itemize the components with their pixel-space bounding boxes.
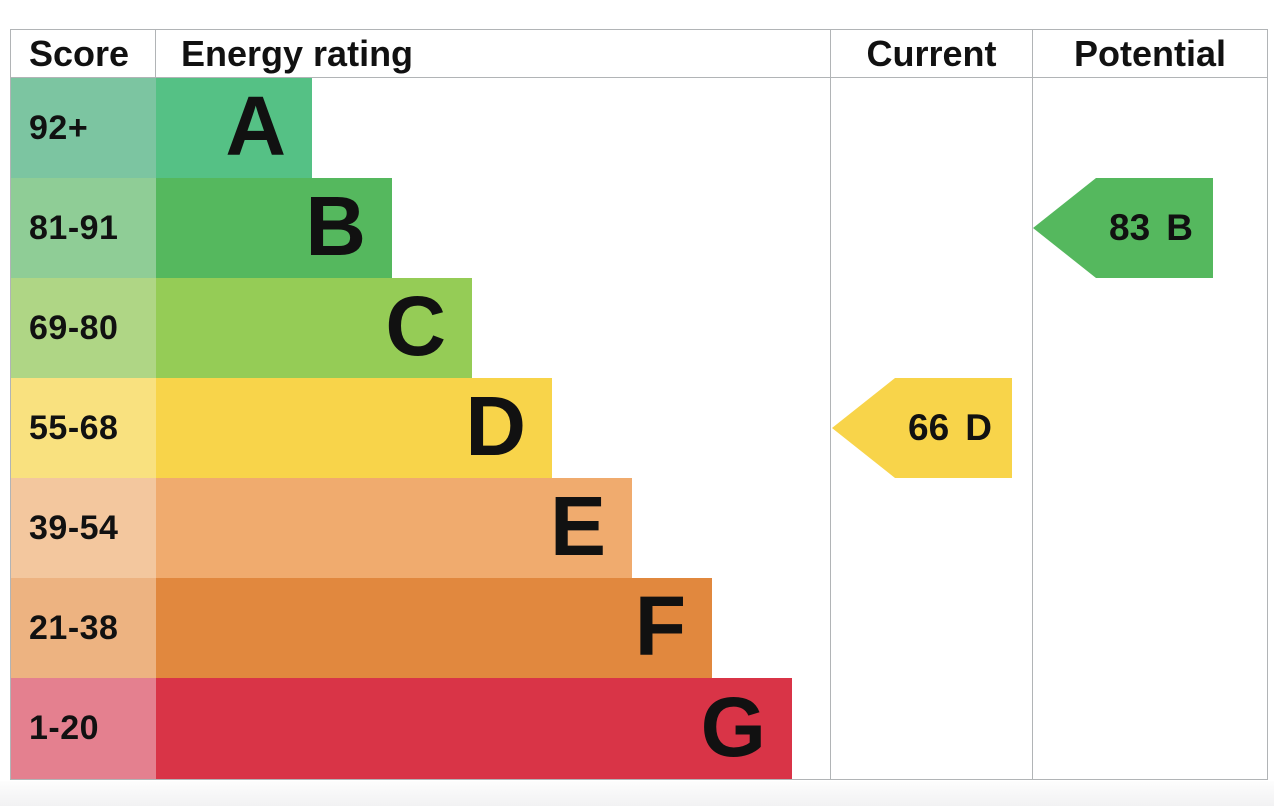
score-range-cell: 81-91	[11, 178, 156, 278]
header-current: Current	[830, 30, 1032, 77]
rating-letter: A	[225, 79, 286, 173]
page-bottom-edge	[0, 781, 1274, 806]
score-range-cell: 21-38	[11, 578, 156, 678]
rating-bar: G	[156, 678, 792, 779]
rating-band-row: 1-20 G	[11, 678, 1267, 779]
rating-letter: G	[700, 679, 766, 774]
rating-letter: C	[385, 279, 446, 373]
current-rating-score: 66	[908, 407, 950, 448]
rating-bar: A	[156, 78, 312, 178]
rating-letter: F	[634, 579, 686, 673]
table-header-row: Score Energy rating Current Potential	[11, 30, 1267, 78]
rating-letter: D	[465, 379, 526, 473]
current-rating-band: D	[965, 407, 992, 448]
header-energy-rating: Energy rating	[181, 32, 414, 74]
rating-bar: C	[156, 278, 472, 378]
score-range-cell: 39-54	[11, 478, 156, 578]
potential-column-divider	[1032, 78, 1033, 779]
header-potential: Potential	[1032, 30, 1267, 77]
score-range-cell: 92+	[11, 78, 156, 178]
header-score: Score	[11, 30, 156, 77]
rating-letter: B	[305, 179, 366, 273]
rating-bar: F	[156, 578, 712, 678]
rating-band-row: 39-54 E	[11, 478, 1267, 578]
rating-band-row: 92+ A	[11, 78, 1267, 178]
score-range-cell: 1-20	[11, 678, 156, 779]
potential-rating-score: 83	[1109, 207, 1151, 248]
potential-rating-band: B	[1166, 207, 1193, 248]
score-range-cell: 55-68	[11, 378, 156, 478]
rating-band-row: 55-68 D	[11, 378, 1267, 478]
rating-band-row: 21-38 F	[11, 578, 1267, 678]
rating-band-row: 69-80 C	[11, 278, 1267, 378]
rating-band-row: 81-91 B	[11, 178, 1267, 278]
rating-bands-area: 66 D 83 B 92+ A 81-91 B 69-80 C 55-68 D …	[11, 78, 1267, 779]
rating-letter: E	[549, 479, 606, 573]
score-range-cell: 69-80	[11, 278, 156, 378]
rating-bar: B	[156, 178, 392, 278]
current-column-divider	[830, 78, 831, 779]
energy-rating-table: Score Energy rating Current Potential 66…	[10, 29, 1268, 780]
rating-bar: D	[156, 378, 552, 478]
rating-bar: E	[156, 478, 632, 578]
